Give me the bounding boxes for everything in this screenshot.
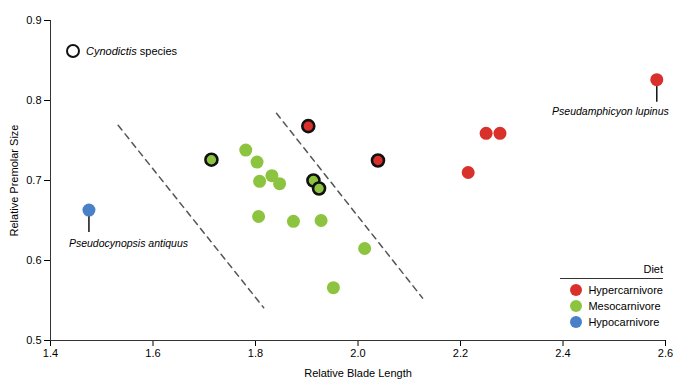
svg-text:0.9: 0.9 [26,14,41,26]
svg-text:2.2: 2.2 [453,347,468,359]
svg-text:1.6: 1.6 [145,347,160,359]
html-text:Hypocarnivore: Hypocarnivore [588,316,660,328]
svg-text:Relative Premolar Size: Relative Premolar Size [8,125,20,237]
svg-text:0.5: 0.5 [26,334,41,346]
svg-text:1.4: 1.4 [43,347,58,359]
svg-text:2.6: 2.6 [658,347,673,359]
svg-text:1.8: 1.8 [248,347,263,359]
svg-text:Relative Blade Length: Relative Blade Length [304,367,412,379]
svg-text:Pseudocynopsis antiquus: Pseudocynopsis antiquus [69,237,189,249]
svg-text:0.6: 0.6 [26,254,41,266]
html-text:Diet: Diet [643,263,663,275]
svg-text:0.7: 0.7 [26,174,41,186]
svg-text:0.8: 0.8 [26,94,41,106]
html-text:Hypercarnivore: Hypercarnivore [588,284,663,296]
svg-text:2.4: 2.4 [555,347,570,359]
html-text:Mesocarnivore: Mesocarnivore [588,300,661,312]
html-text:Cynodictis species: Cynodictis species [86,45,178,57]
svg-text:2.0: 2.0 [350,347,365,359]
svg-text:Pseudamphicyon lupinus: Pseudamphicyon lupinus [552,105,669,117]
